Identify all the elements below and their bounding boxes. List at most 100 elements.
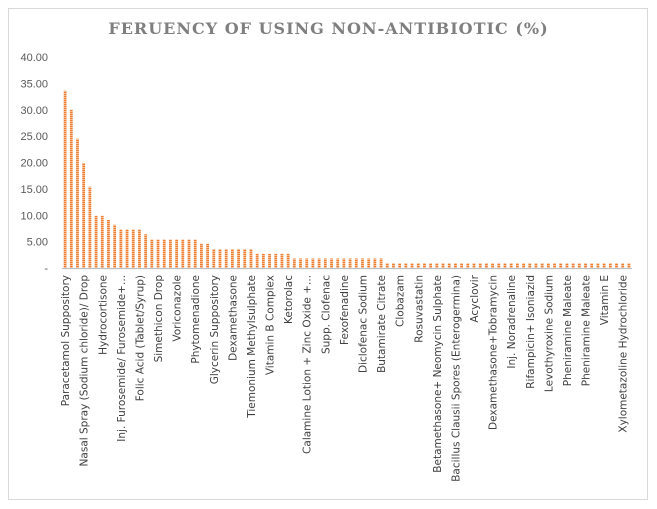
bar — [156, 239, 160, 268]
bar — [435, 263, 439, 268]
x-tick-label: Dexamethasone+Tobramycin — [488, 275, 500, 430]
bar — [181, 239, 185, 268]
bar — [571, 263, 575, 268]
x-tick-label: Simethicon Drop — [153, 275, 165, 363]
bar — [138, 229, 141, 268]
bar — [175, 239, 179, 268]
bar — [255, 253, 259, 268]
y-axis: - 5.00 10.00 15.00 20.00 25.00 30.00 35.00 40.00 — [20, 52, 48, 275]
x-tick-label: Pheniramine Maleate — [581, 275, 593, 386]
bar — [212, 249, 216, 268]
x-tick-label: Betamethasone+ Neomycin Sulphate — [432, 275, 444, 473]
x-tick-label: Voriconazole — [172, 275, 184, 342]
bar — [522, 263, 525, 268]
x-tick-label: Ketorolac — [283, 275, 295, 324]
bar — [410, 263, 414, 268]
x-tick-label: Hydrocortisone — [97, 275, 109, 355]
bar — [230, 249, 234, 268]
bar — [534, 263, 538, 268]
y-tick-label: 30.00 — [20, 105, 48, 117]
bar — [125, 229, 129, 268]
bar — [503, 263, 507, 268]
x-tick-label: Vitamin B Complex — [265, 275, 277, 375]
bar — [423, 263, 426, 268]
bar — [441, 263, 445, 268]
bar — [354, 258, 358, 268]
bar — [367, 258, 371, 268]
bar — [317, 258, 321, 268]
bar — [379, 258, 383, 268]
y-tick-label: - — [44, 263, 48, 275]
bar — [590, 263, 594, 268]
bar — [342, 258, 346, 268]
bar — [584, 263, 587, 268]
bar — [193, 239, 197, 268]
bar — [76, 138, 79, 268]
y-tick-label: 25.00 — [20, 131, 48, 143]
x-tick-label: Glycerin Suppository — [209, 275, 221, 384]
bar — [373, 258, 377, 268]
bar — [348, 258, 352, 268]
x-tick-label: Tiemonium Methylsulphate — [246, 275, 258, 419]
x-tick-label: Butamirate Citrate — [376, 275, 388, 373]
x-tick-label: Inj. Furosemide/ Furosemide+... — [116, 275, 128, 442]
bar — [218, 249, 222, 268]
x-tick-label: Xylometazoline Hydrochloride — [618, 275, 630, 433]
bar — [261, 253, 265, 268]
bar — [206, 243, 209, 268]
x-tick-label: Supp. Clofenac — [320, 275, 332, 354]
x-tick-label: Rifampicin+ Isoniazid — [525, 275, 537, 389]
chart-frame — [8, 8, 648, 500]
bar — [323, 258, 327, 268]
bar — [466, 263, 470, 268]
bar — [447, 263, 451, 268]
bar — [392, 263, 395, 268]
bar — [82, 163, 86, 268]
y-tick-label: 15.00 — [20, 184, 48, 196]
bar — [305, 258, 309, 268]
x-tick-label: Vitamin E — [599, 275, 611, 325]
bar — [559, 263, 563, 268]
bar — [150, 239, 154, 268]
bar — [472, 263, 476, 268]
bar — [63, 90, 67, 268]
x-tick-label: Levothyroxine Sodium — [543, 275, 555, 392]
x-tick-label: Nasal Spray (Sodium chloride)/ Drop — [79, 275, 91, 467]
x-tick-label: Rosuvastatin — [413, 275, 425, 343]
x-tick-label: Phytomenadione — [190, 275, 202, 364]
bar — [119, 229, 123, 268]
bar — [577, 263, 581, 268]
bar — [299, 258, 302, 268]
bar — [596, 263, 600, 268]
x-tick-label: Calamine Lotion + Zinc Oxide +... — [302, 275, 314, 454]
bar — [565, 263, 569, 268]
bar — [336, 258, 340, 268]
bar — [268, 253, 271, 268]
bar — [131, 229, 135, 268]
bar — [311, 258, 315, 268]
bar — [497, 263, 501, 268]
x-tick-label: Diclofenac Sodium — [357, 275, 369, 373]
bar — [608, 263, 612, 268]
y-tick-label: 10.00 — [20, 210, 48, 222]
bar — [528, 263, 532, 268]
bar — [416, 263, 420, 268]
bar — [621, 263, 625, 268]
bar — [274, 253, 278, 268]
x-tick-label: Fexofenadine — [339, 275, 351, 345]
bar — [385, 263, 389, 268]
bar — [615, 263, 618, 268]
y-tick-label: 35.00 — [20, 78, 48, 90]
bar — [491, 263, 494, 268]
bar — [94, 215, 98, 268]
bar — [169, 239, 172, 268]
x-tick-label: Bacillus Clausii Spores (Enterogermina) — [450, 275, 462, 482]
x-tick-label: Folic Acid (Tablet/Syrup) — [134, 275, 146, 401]
bar — [485, 263, 488, 268]
bar — [602, 263, 606, 268]
bar — [249, 249, 253, 268]
bar — [404, 263, 408, 268]
bar — [113, 224, 117, 268]
x-axis: Paracetamol Suppository Nasal Spray (Sodi… — [60, 267, 632, 482]
bar — [478, 263, 482, 268]
